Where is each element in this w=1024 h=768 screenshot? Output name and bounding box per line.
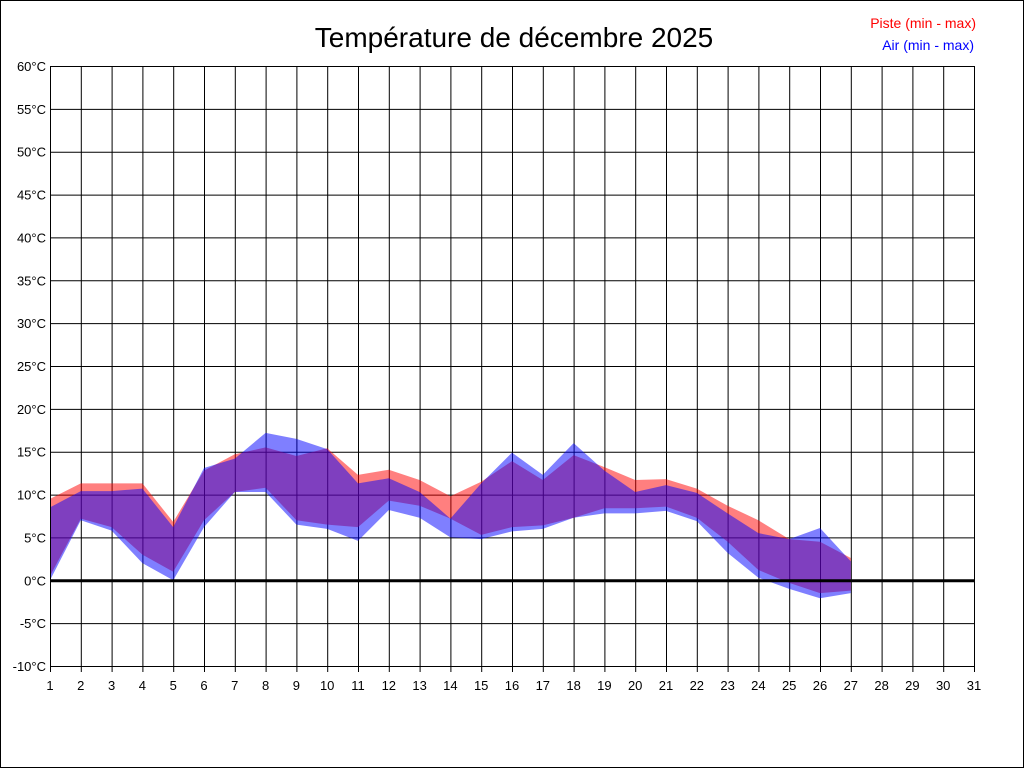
x-tick-label: 23: [720, 678, 734, 693]
x-tick-label: 8: [262, 678, 269, 693]
series-areas: [50, 432, 851, 599]
y-tick-label: 60°C: [17, 59, 46, 74]
x-tick-label: 28: [874, 678, 888, 693]
grid: [50, 66, 975, 672]
x-tick-label: 13: [412, 678, 426, 693]
area-air: [50, 432, 851, 599]
x-tick-label: 26: [813, 678, 827, 693]
x-tick-label: 25: [782, 678, 796, 693]
x-tick-label: 14: [443, 678, 457, 693]
x-tick-label: 5: [170, 678, 177, 693]
y-tick-label: 15°C: [17, 445, 46, 460]
y-tick-label: 55°C: [17, 102, 46, 117]
y-tick-label: 0°C: [24, 573, 46, 588]
y-tick-label: 20°C: [17, 402, 46, 417]
x-tick-label: 15: [474, 678, 488, 693]
x-tick-label: 24: [751, 678, 765, 693]
x-tick-label: 29: [905, 678, 919, 693]
y-tick-label: 45°C: [17, 188, 46, 203]
plot-frame: [50, 66, 975, 667]
y-tick-label: 30°C: [17, 316, 46, 331]
x-tick-label: 22: [690, 678, 704, 693]
y-tick-label: 25°C: [17, 359, 46, 374]
axes: [50, 66, 975, 667]
x-tick-label: 3: [108, 678, 115, 693]
x-tick-label: 20: [628, 678, 642, 693]
x-tick-label: 21: [659, 678, 673, 693]
y-tick-label: 40°C: [17, 230, 46, 245]
x-tick-label: 6: [200, 678, 207, 693]
x-tick-label: 30: [936, 678, 950, 693]
y-tick-label: -5°C: [20, 616, 46, 631]
x-tick-label: 18: [566, 678, 580, 693]
x-tick-label: 2: [77, 678, 84, 693]
y-tick-label: 5°C: [24, 530, 46, 545]
y-tick-label: 35°C: [17, 273, 46, 288]
x-tick-label: 12: [382, 678, 396, 693]
x-tick-label: 7: [231, 678, 238, 693]
x-tick-label: 16: [505, 678, 519, 693]
x-tick-label: 31: [967, 678, 981, 693]
x-tick-label: 4: [139, 678, 146, 693]
x-tick-label: 11: [351, 678, 365, 693]
chart-title: Température de décembre 2025: [315, 22, 713, 53]
y-tick-label: 50°C: [17, 145, 46, 160]
x-tick-label: 27: [844, 678, 858, 693]
x-tick-label: 17: [536, 678, 550, 693]
legend-air: Air (min - max): [882, 37, 974, 53]
tick-labels: 1 2 3 4 5 6 7 8 9 10 11 12 13 14 15 16 17 18 19 20 21 22 23 24 2…: [13, 59, 982, 693]
x-tick-label: 1: [46, 678, 53, 693]
legend-piste: Piste (min - max): [870, 15, 976, 31]
x-tick-label: 9: [293, 678, 300, 693]
y-tick-label: -10°C: [13, 659, 46, 674]
x-tick-label: 10: [320, 678, 334, 693]
x-tick-label: 19: [597, 678, 611, 693]
y-tick-label: 10°C: [17, 488, 46, 503]
